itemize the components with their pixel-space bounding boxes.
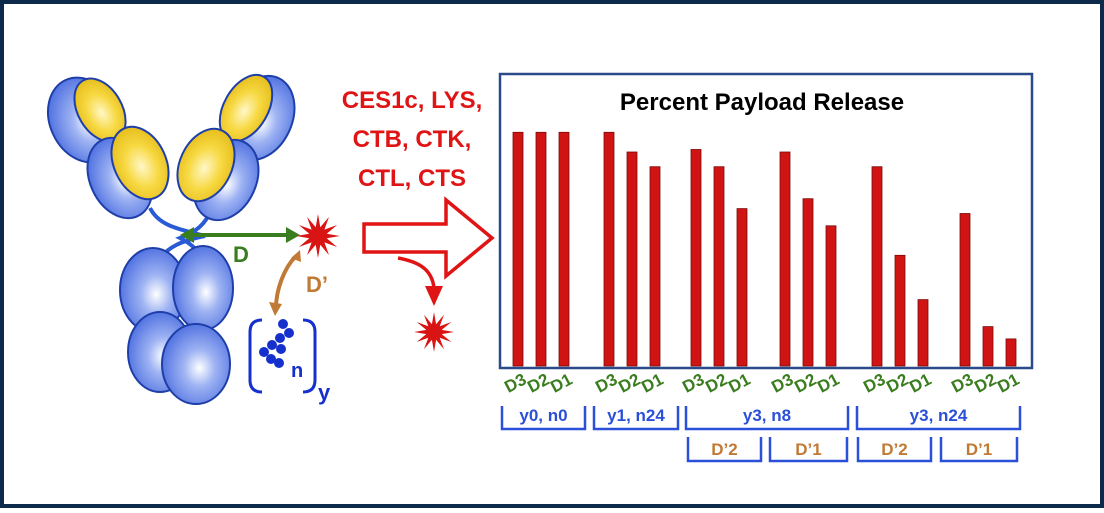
payload-star-icon: [296, 214, 340, 258]
enzyme-list-line-1: CES1c, LYS,: [342, 87, 483, 114]
sub-bracket: [939, 437, 1019, 463]
sub-bracket: [768, 437, 849, 463]
distance-d-prime-label: D’: [306, 272, 328, 297]
bar: [603, 131, 615, 367]
bar: [825, 225, 837, 367]
enzyme-list-line-2: CTB, CTK,: [353, 126, 472, 153]
released-payload-star-icon: [414, 312, 454, 352]
group-bracket: [684, 406, 850, 431]
distance-d-label: D: [233, 242, 249, 267]
bar: [626, 151, 638, 367]
group-bracket: [855, 406, 1022, 431]
sub-label: D’1: [966, 440, 992, 459]
polymer-chain-icon: [259, 319, 294, 368]
bar: [690, 149, 702, 367]
bar: [558, 131, 570, 367]
group-label: y0, n0: [519, 406, 567, 425]
group-label: y3, n8: [743, 406, 791, 425]
bar: [871, 166, 883, 367]
polymer-bracket-icon: [248, 318, 317, 394]
light-chain-icon: [176, 127, 236, 203]
bar: [512, 131, 524, 367]
sub-label: D’2: [881, 440, 907, 459]
sub-brackets: D’2 D’1 D’2 D’1: [686, 437, 1019, 463]
light-chain-icon: [110, 125, 170, 201]
group-label: y1, n24: [607, 406, 665, 425]
bar: [649, 166, 661, 367]
bar: [894, 254, 906, 367]
group-brackets: y0, n0 y1, n24 y3, n8 y3, n24: [500, 406, 1022, 431]
bar: [959, 213, 971, 367]
sub-label: D’2: [711, 440, 737, 459]
bar-series: [512, 131, 1017, 367]
fc-domain-icon: [161, 323, 231, 405]
bar: [917, 299, 929, 367]
sub-label: D’1: [795, 440, 821, 459]
sub-bracket: [686, 437, 763, 463]
bar: [713, 166, 725, 367]
group-label: y3, n24: [910, 406, 968, 425]
sub-bracket: [856, 437, 933, 463]
group-bracket: [592, 406, 680, 431]
polymer-n-label: n: [291, 360, 303, 382]
enzyme-list-line-3: CTL, CTS: [358, 165, 466, 192]
distance-d-prime-arrow-icon: [269, 250, 301, 316]
polymer-y-label: y: [318, 380, 331, 405]
bar: [1005, 338, 1017, 367]
bar: [535, 131, 547, 367]
antibody-icon: [47, 73, 296, 405]
chart-title: Percent Payload Release: [620, 89, 904, 116]
distance-d-arrow-icon: [180, 227, 300, 243]
bar: [982, 326, 994, 367]
chart-frame: [498, 72, 1034, 370]
bar: [736, 208, 748, 367]
release-curve-icon: [397, 256, 436, 289]
bar: [779, 151, 791, 367]
release-arrowhead-icon: [425, 286, 443, 306]
group-bracket: [500, 406, 587, 431]
bar: [802, 198, 814, 367]
release-arrow-icon: [362, 196, 495, 280]
fc-domain-icon: [172, 245, 234, 331]
